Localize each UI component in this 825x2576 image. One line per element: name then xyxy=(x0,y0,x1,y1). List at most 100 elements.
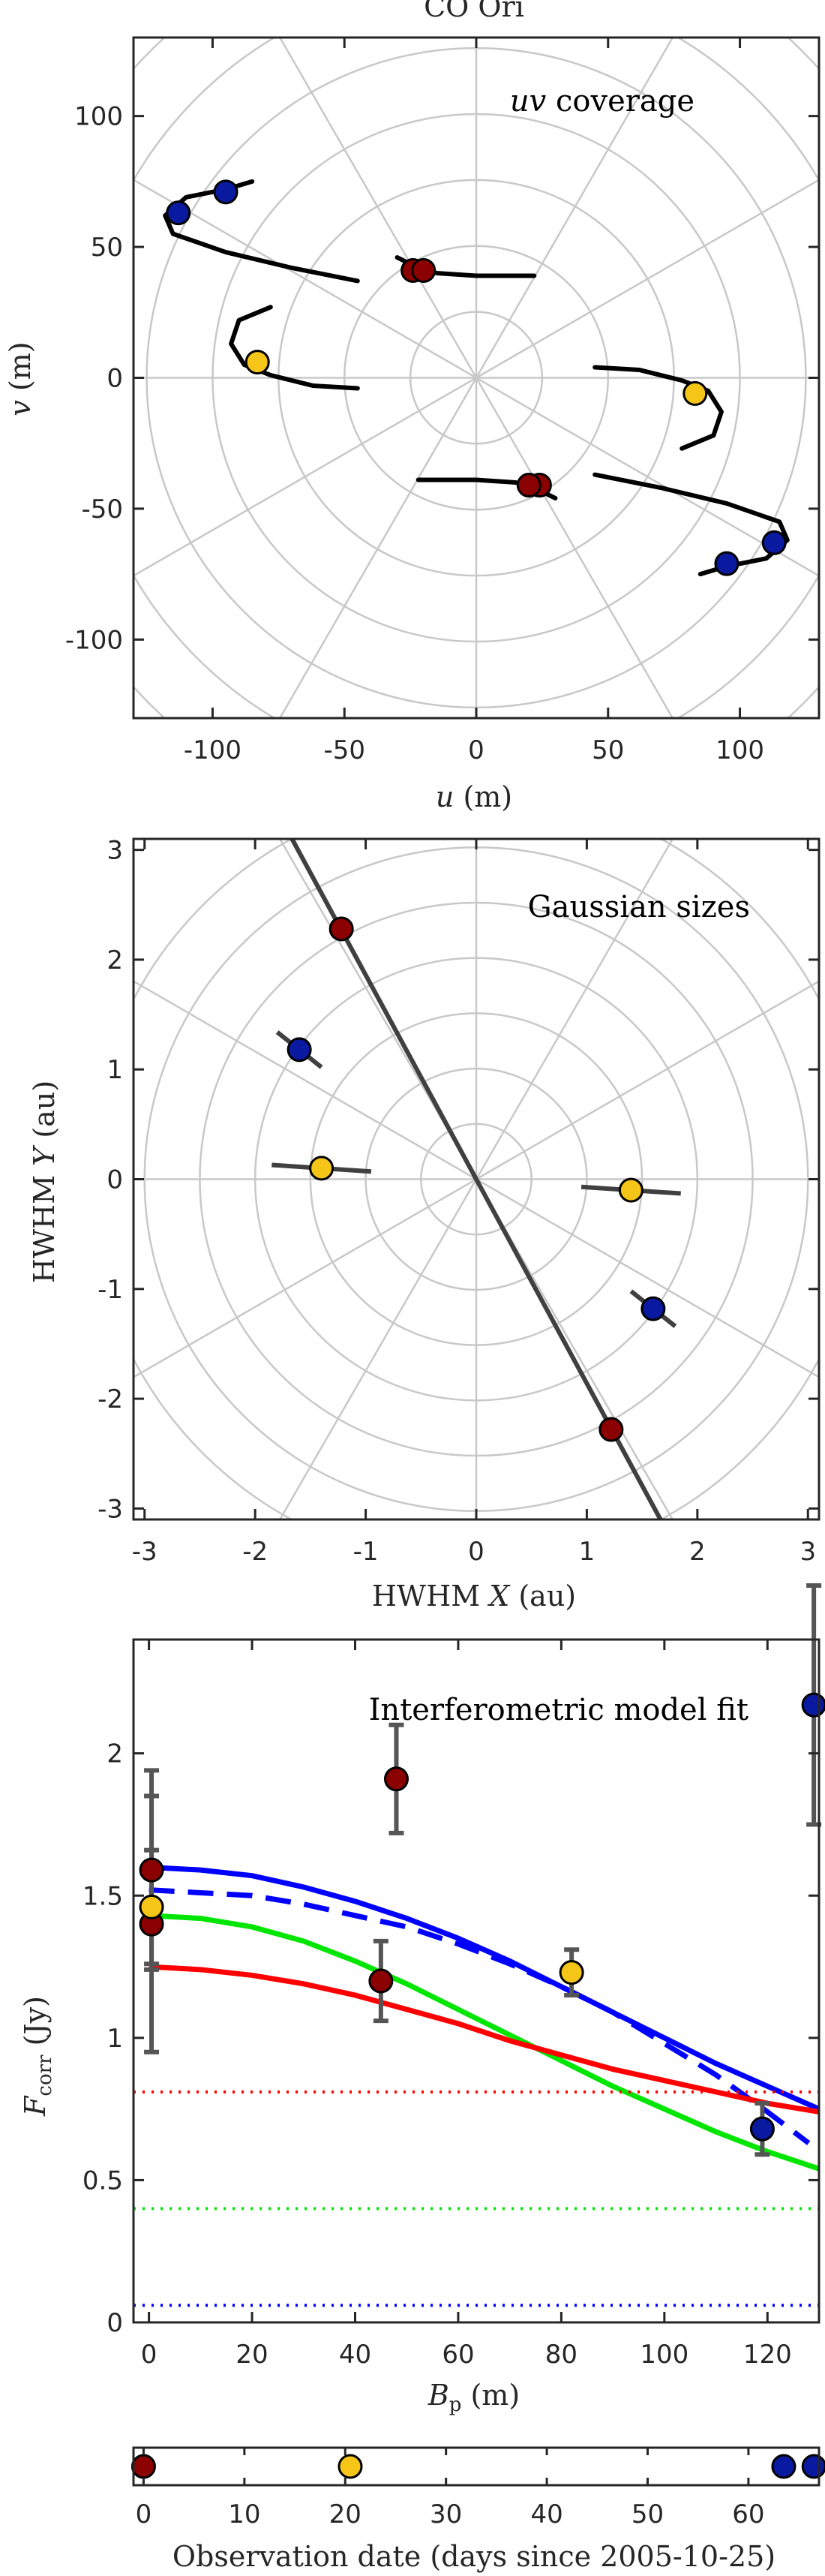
sizes-ytick-label: -1 xyxy=(98,1275,123,1305)
size-point xyxy=(328,916,354,942)
sizes-ytick-label: 0 xyxy=(106,1165,123,1195)
sizes-grid-spoke xyxy=(278,839,674,1519)
chart-title: CO Ori xyxy=(424,0,524,23)
sizes-xtick-label: -2 xyxy=(242,1537,268,1567)
fit-points xyxy=(139,1583,825,2157)
uv-point xyxy=(411,257,436,283)
fit-xtick-label: 120 xyxy=(743,2340,792,2370)
model-line-red-solid xyxy=(148,1964,820,2115)
uv-ytick-label: -50 xyxy=(81,494,123,525)
size-point xyxy=(640,1296,666,1321)
fit-ytick-label: 1.5 xyxy=(82,1881,123,1911)
size-point xyxy=(618,1177,644,1203)
model-fit-panel: 0 20 40 60 80 100 120 2 1.5 1 0.5 0 Interferometric… xyxy=(19,1583,825,2416)
sizes-annotation: Gaussian sizes xyxy=(528,890,750,924)
uv-track xyxy=(163,179,360,284)
uv-ytick-label: 50 xyxy=(91,233,123,263)
uv-xtick-label: -50 xyxy=(323,735,365,765)
fit-axes-frame xyxy=(132,1638,820,2324)
date-points xyxy=(130,2454,825,2479)
sizes-x-label: HWHM X (au) xyxy=(372,1580,576,1613)
sizes-ytick-label: 2 xyxy=(106,945,123,975)
model-line-green-solid xyxy=(148,1913,820,2172)
uv-x-label: u (m) xyxy=(436,780,512,813)
sizes-xtick-label: 2 xyxy=(689,1537,706,1567)
uv-grid-lines xyxy=(134,38,819,718)
date-xtick-label: 50 xyxy=(632,2499,664,2529)
sizes-grid-spoke xyxy=(278,839,674,1519)
uv-point xyxy=(761,530,787,555)
date-axes: 0 10 20 30 40 50 60 xyxy=(132,2446,820,2529)
uv-point xyxy=(244,350,270,375)
fit-annotation: Interferometric model fit xyxy=(369,1693,748,1727)
date-axes-frame xyxy=(132,2446,820,2487)
uv-grid-spoke xyxy=(134,179,819,577)
date-xtick-label: 20 xyxy=(329,2499,362,2529)
fit-y-label: Fcorr (Jy) xyxy=(19,1996,56,2117)
uv-point xyxy=(516,473,542,498)
sizes-xtick-label: 1 xyxy=(579,1537,596,1567)
uv-point xyxy=(714,551,740,576)
uv-point xyxy=(682,380,708,406)
fit-point xyxy=(749,2116,775,2142)
fit-point xyxy=(559,1960,584,1985)
sizes-xtick-label: -1 xyxy=(353,1537,379,1567)
date-point xyxy=(771,2454,796,2479)
fit-point xyxy=(383,1766,409,1792)
uv-axes: -100 -50 0 50 100 100 50 0 -50 -100 xyxy=(65,36,820,765)
sizes-points xyxy=(286,916,666,1442)
fit-ytick-label: 0.5 xyxy=(82,2166,123,2196)
date-xtick-label: 40 xyxy=(530,2499,562,2529)
sizes-y-label: HWHM Y (au) xyxy=(28,1081,61,1283)
uv-track xyxy=(592,365,724,451)
uv-grid-circle xyxy=(134,38,819,718)
fit-point xyxy=(139,1894,164,1919)
uv-xtick-label: 0 xyxy=(468,735,484,765)
date-point xyxy=(338,2454,363,2479)
fit-ytick-label: 2 xyxy=(106,1739,123,1769)
sizes-ytick-label: 3 xyxy=(106,836,123,866)
sizes-xtick-label: -3 xyxy=(132,1537,158,1567)
uv-xtick-label: 100 xyxy=(716,735,764,765)
fit-xtick-label: 100 xyxy=(640,2340,688,2370)
sizes-axes: -3 -2 -1 0 1 2 3 3 2 1 0 -1 -2 -3 xyxy=(98,836,820,1567)
sizes-xtick-label: 3 xyxy=(800,1537,816,1567)
uv-coverage-panel: CO Ori -100 -50 0 50 100 100 50 0 -50 -100 uv cov… xyxy=(4,0,820,813)
date-xtick-label: 0 xyxy=(136,2499,152,2529)
fit-point xyxy=(368,1968,394,1994)
date-x-label: Observation date (days since 2005-10-25) xyxy=(172,2540,776,2573)
fit-xtick-label: 40 xyxy=(339,2340,371,2370)
obs-date-panel: 0 10 20 30 40 50 60 Observation date (days sin… xyxy=(130,2446,825,2573)
size-point xyxy=(309,1156,334,1181)
uv-track xyxy=(229,305,360,391)
uv-points xyxy=(166,179,787,576)
uv-ytick-label: -100 xyxy=(65,625,123,655)
date-xtick-label: 30 xyxy=(430,2499,462,2529)
uv-point xyxy=(166,200,191,226)
fit-xtick-label: 80 xyxy=(545,2340,578,2370)
size-point xyxy=(598,1417,624,1442)
fit-axes: 0 20 40 60 80 100 120 2 1.5 1 0.5 0 xyxy=(82,1638,820,2370)
uv-ytick-label: 0 xyxy=(106,364,123,394)
uv-xtick-label: -100 xyxy=(184,735,242,765)
major-axis-line xyxy=(289,839,664,1519)
model-line-blue-solid xyxy=(148,1864,820,2112)
fit-point xyxy=(801,1692,825,1718)
fit-point xyxy=(139,1857,164,1883)
sizes-xtick-label: 0 xyxy=(468,1537,484,1567)
fit-x-label: Bp (m) xyxy=(428,2379,520,2416)
uv-polar-grid xyxy=(134,38,819,718)
sizes-ytick-label: 1 xyxy=(106,1055,123,1085)
model-lines xyxy=(134,1864,820,2307)
uv-point xyxy=(213,179,238,205)
date-point xyxy=(801,2454,825,2479)
date-point xyxy=(130,2454,156,2479)
model-line-blue-dashed xyxy=(148,1887,811,2145)
fit-xtick-label: 60 xyxy=(442,2340,474,2370)
uv-track xyxy=(592,472,790,577)
date-xtick-label: 60 xyxy=(732,2499,764,2529)
fit-xtick-label: 20 xyxy=(236,2340,268,2370)
uv-grid-spoke xyxy=(134,179,819,577)
size-point xyxy=(286,1037,312,1063)
